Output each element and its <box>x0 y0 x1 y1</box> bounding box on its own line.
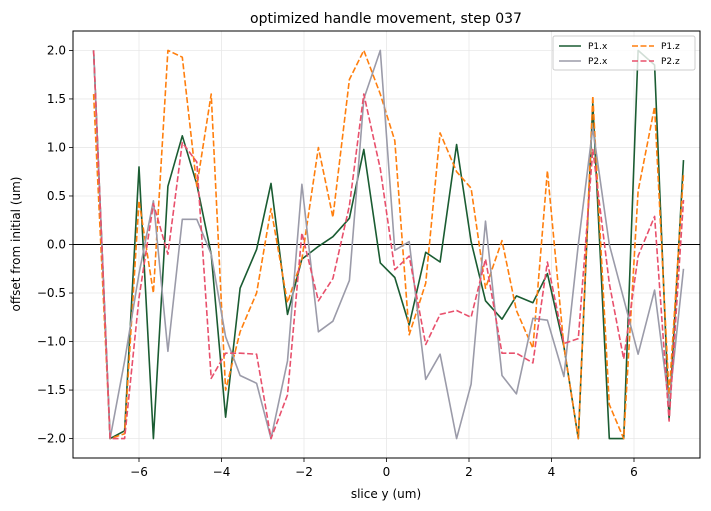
series-group <box>92 49 685 440</box>
y-axis-label: offset from initial (um) <box>9 177 23 312</box>
x-tick-label: 2 <box>465 465 473 479</box>
x-tick-label: −4 <box>213 465 231 479</box>
legend-box <box>552 35 696 71</box>
legend-label: P1.z <box>661 42 680 52</box>
y-tick-label: 0.0 <box>47 238 66 252</box>
y-axis-ticks: −2.0 −1.5 −1.0 −0.5 0.0 0.5 1.0 1.5 2.0 <box>37 43 73 446</box>
y-tick-label: 2.0 <box>47 43 66 57</box>
y-tick-label: 1.5 <box>47 92 66 106</box>
x-tick-label: 0 <box>383 465 391 479</box>
x-axis-label: slice y (um) <box>351 487 421 501</box>
series-line-p2-z <box>92 50 685 440</box>
x-tick-label: 4 <box>548 465 556 479</box>
legend-label: P1.x <box>588 42 608 52</box>
y-tick-label: −1.5 <box>37 383 66 397</box>
y-tick-label: −1.0 <box>37 335 66 349</box>
series-line-p2-x <box>92 49 685 440</box>
y-tick-label: 1.0 <box>47 140 66 154</box>
legend-label: P2.z <box>661 57 680 67</box>
x-tick-label: 6 <box>630 465 638 479</box>
y-tick-label: −0.5 <box>37 286 66 300</box>
series-line-p1-z <box>92 49 685 440</box>
y-tick-label: 0.5 <box>47 189 66 203</box>
legend-label: P2.x <box>588 57 608 67</box>
y-tick-label: −2.0 <box>37 432 66 446</box>
x-tick-label: −2 <box>295 465 313 479</box>
legend-items: P1.x P1.z P2.x P2.z <box>559 42 680 67</box>
x-axis-ticks: −6 −4 −2 0 2 4 6 <box>130 458 638 479</box>
legend: P1.x P1.z P2.x P2.z <box>552 35 696 71</box>
chart-title: optimized handle movement, step 037 <box>250 11 522 27</box>
x-tick-label: −6 <box>130 465 148 479</box>
